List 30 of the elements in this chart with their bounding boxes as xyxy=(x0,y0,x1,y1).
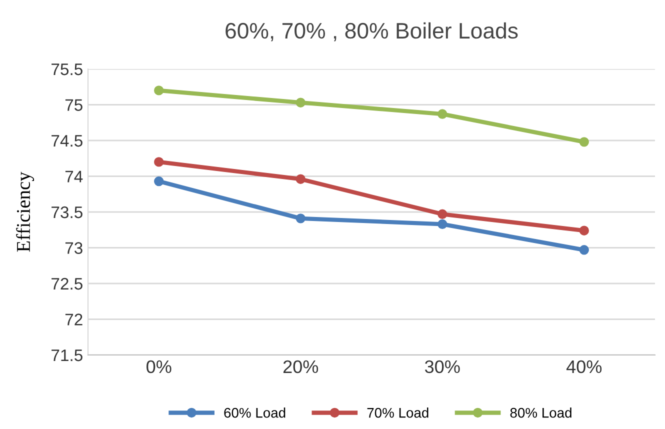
y-tick-label: 75.5 xyxy=(52,64,82,76)
point xyxy=(438,219,448,230)
x-tick-label: 40% xyxy=(566,360,602,374)
y-tick-label: 75 xyxy=(65,99,82,111)
point xyxy=(579,226,589,236)
point xyxy=(296,98,306,108)
point xyxy=(296,174,306,184)
point xyxy=(579,137,589,147)
y-tick-label: 74 xyxy=(65,170,83,182)
chart-title: 60%, 70% , 80% Boiler Loads xyxy=(226,22,518,42)
point xyxy=(438,109,448,119)
legend-label: 80% Load xyxy=(510,408,572,418)
point xyxy=(154,176,164,186)
y-tick-label: 73 xyxy=(65,242,82,254)
point xyxy=(296,214,306,224)
y-tick-label: 74.5 xyxy=(52,135,82,147)
point xyxy=(154,157,164,167)
point xyxy=(579,245,589,255)
legend-label: 70% Load xyxy=(367,408,428,418)
x-tick-label: 0% xyxy=(146,360,172,374)
x-tick-label: 30% xyxy=(424,360,460,374)
x-tick-label: 20% xyxy=(283,360,318,374)
y-axis-title: Efficiency xyxy=(16,172,34,252)
y-tick-label: 71.5 xyxy=(52,350,82,362)
legend-label: 60% Load xyxy=(224,408,286,418)
point xyxy=(154,86,164,96)
y-tick-label: 73.5 xyxy=(52,206,82,218)
y-tick-label: 72 xyxy=(65,314,82,326)
y-tick-label: 72.5 xyxy=(52,278,82,290)
point xyxy=(438,209,448,220)
